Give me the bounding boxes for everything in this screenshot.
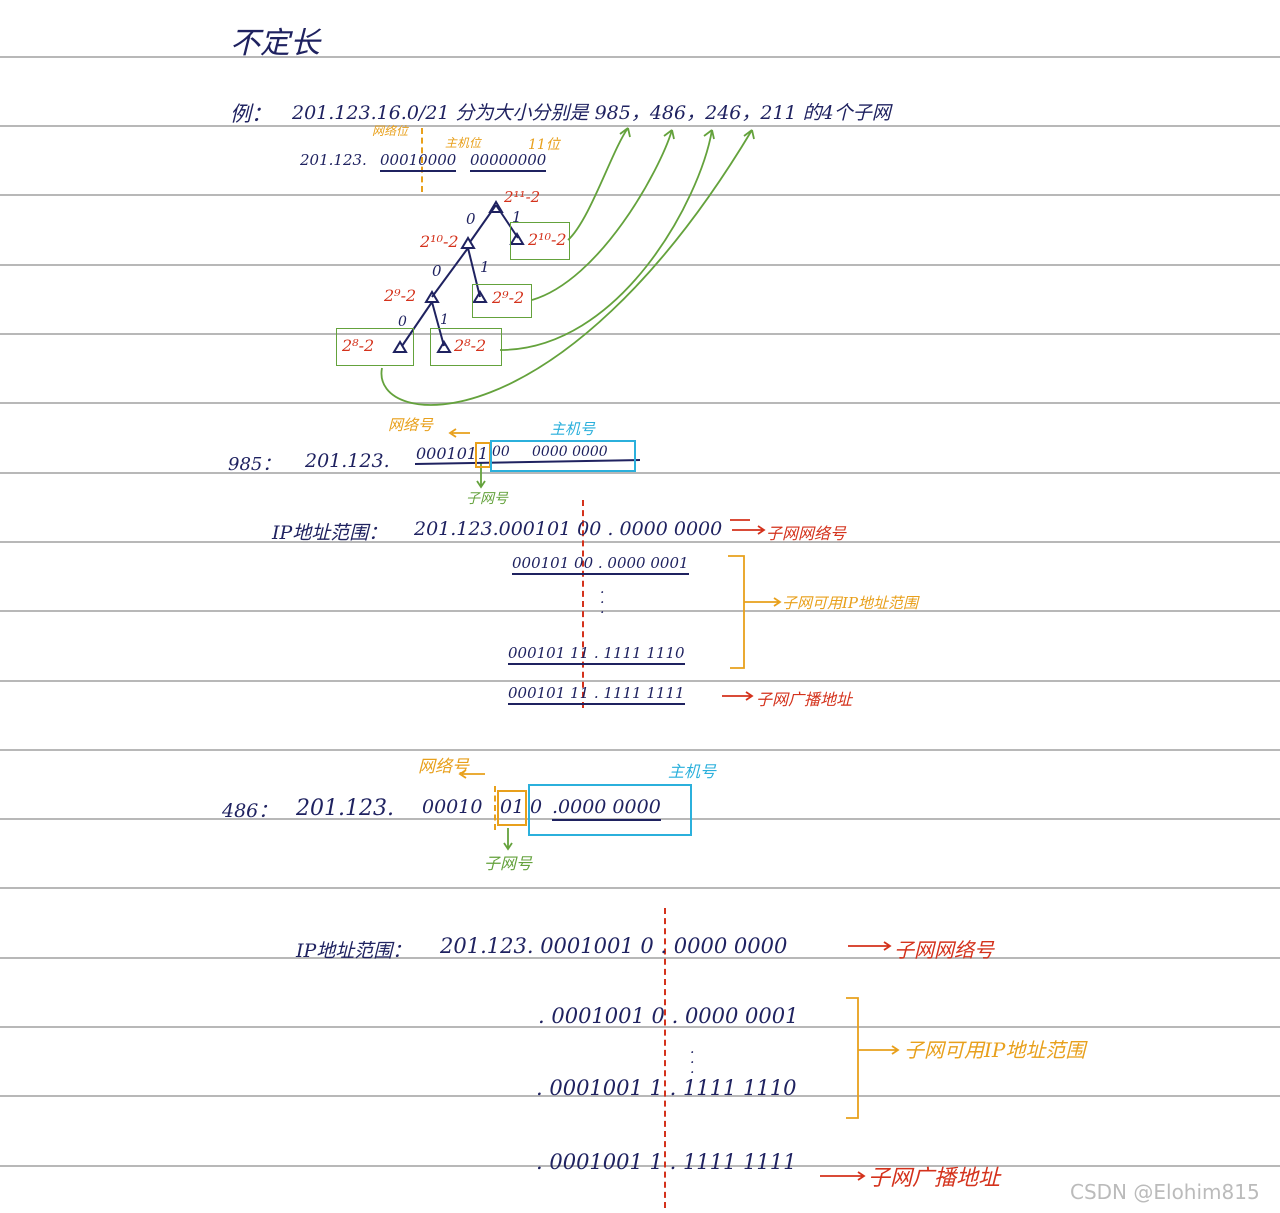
tree-bit-1-l1: 1 xyxy=(512,208,522,226)
486-subnet-tag: 子网号 xyxy=(484,854,533,873)
985-ellipsis: ... xyxy=(600,581,605,617)
tree-root-label: 2¹¹-2 xyxy=(504,188,541,206)
486-range-divider xyxy=(664,908,666,1208)
base-address-prefix: 201.123. xyxy=(300,151,367,169)
page-title: 不定长 xyxy=(230,26,320,61)
base-address-octet3: 00010000 xyxy=(380,151,457,172)
985-subnet-bit: 1 xyxy=(478,444,489,463)
985-first-address: 201.123.000101 00 . 0000 0000 xyxy=(414,518,723,540)
tree-l3-right-box xyxy=(430,328,502,366)
tree-bit-0-l3: 0 xyxy=(398,314,407,330)
tree-bit-0-l1: 0 xyxy=(466,210,476,228)
486-network-bits: 00010 xyxy=(422,796,483,818)
486-host-octet4: .0000 0000 xyxy=(552,796,661,821)
486-label: 486： xyxy=(222,800,278,822)
base-address-octet4: 00000000 xyxy=(470,151,547,172)
486-usable-tag: 子网可用IP地址范围 xyxy=(904,1038,1086,1062)
example-statement: 201.123.16.0/21 分为大小分别是 985，486，246，211 … xyxy=(292,102,891,124)
985-range-divider xyxy=(582,500,584,708)
486-broadcast-address: . 0001001 1 . 1111 1111 xyxy=(536,1150,797,1174)
bit-count-label: 11位 xyxy=(528,137,560,153)
985-network-bits: 000101 xyxy=(416,444,478,463)
985-range-label: IP地址范围： xyxy=(272,522,388,544)
486-subnet-bits: 01 xyxy=(500,796,525,818)
486-range-label: IP地址范围： xyxy=(296,940,412,962)
985-network-tag: 网络号 xyxy=(388,416,434,434)
486-usable-end: . 0001001 1 . 1111 1110 xyxy=(536,1076,797,1100)
486-address-prefix: 201.123. xyxy=(296,796,394,821)
tree-bit-0-l2: 0 xyxy=(432,262,442,280)
985-label: 985： xyxy=(228,454,281,475)
486-broadcast-tag: 子网广播地址 xyxy=(868,1166,1001,1191)
watermark: CSDN @Elohim815 xyxy=(1070,1180,1260,1204)
split-divider xyxy=(421,128,423,192)
486-usable-start: . 0001001 0 . 0000 0001 xyxy=(538,1004,799,1028)
tree-l2-right-box xyxy=(472,284,532,318)
985-host-tag: 主机号 xyxy=(550,420,596,438)
tree-l3-right-label: 2⁸-2 xyxy=(454,336,487,355)
486-net-divider xyxy=(494,786,496,830)
486-host-octet3: 0 xyxy=(530,796,543,818)
486-first-address: 201.123. 0001001 0 . 0000 0000 xyxy=(440,934,788,958)
985-address-prefix: 201.123. xyxy=(305,450,390,472)
985-host-octet3: 00 xyxy=(492,444,510,460)
tree-l2-right-label: 2⁹-2 xyxy=(492,288,525,307)
985-usable-tag: 子网可用IP地址范围 xyxy=(782,594,919,612)
486-subnet-box xyxy=(497,790,527,826)
985-broadcast-tag: 子网广播地址 xyxy=(756,690,853,709)
tree-l2-left-label: 2⁹-2 xyxy=(384,286,417,305)
example-prefix: 例： xyxy=(230,102,272,126)
network-bits-label: 网络位 xyxy=(372,124,409,138)
tree-bit-1-l3: 1 xyxy=(440,312,449,328)
tree-l3-left-label: 2⁸-2 xyxy=(342,336,375,355)
985-first-tag: 子网网络号 xyxy=(766,524,847,543)
tree-bit-1-l2: 1 xyxy=(480,258,490,276)
985-host-box xyxy=(490,440,636,472)
tree-l1-right-box xyxy=(510,222,570,260)
486-host-tag: 主机号 xyxy=(668,762,717,781)
486-host-box xyxy=(528,784,692,836)
tree-l3-left-box xyxy=(336,328,414,366)
985-usable-end: 000101 11 . 1111 1110 xyxy=(508,644,685,665)
486-ellipsis: ... xyxy=(690,1041,695,1077)
985-host-octet4: 0000 0000 xyxy=(532,444,608,460)
486-first-tag: 子网网络号 xyxy=(894,938,994,962)
486-network-tag: 网络号 xyxy=(418,757,469,777)
host-bits-label: 主机位 xyxy=(445,136,482,150)
985-broadcast-address: 000101 11 . 1111 1111 xyxy=(508,684,685,705)
985-usable-start: 000101 00 . 0000 0001 xyxy=(512,554,689,575)
tree-l1-left-label: 2¹⁰-2 xyxy=(420,232,459,251)
tree-l1-right-label: 2¹⁰-2 xyxy=(528,230,567,249)
985-subnet-tag: 子网号 xyxy=(466,491,508,507)
